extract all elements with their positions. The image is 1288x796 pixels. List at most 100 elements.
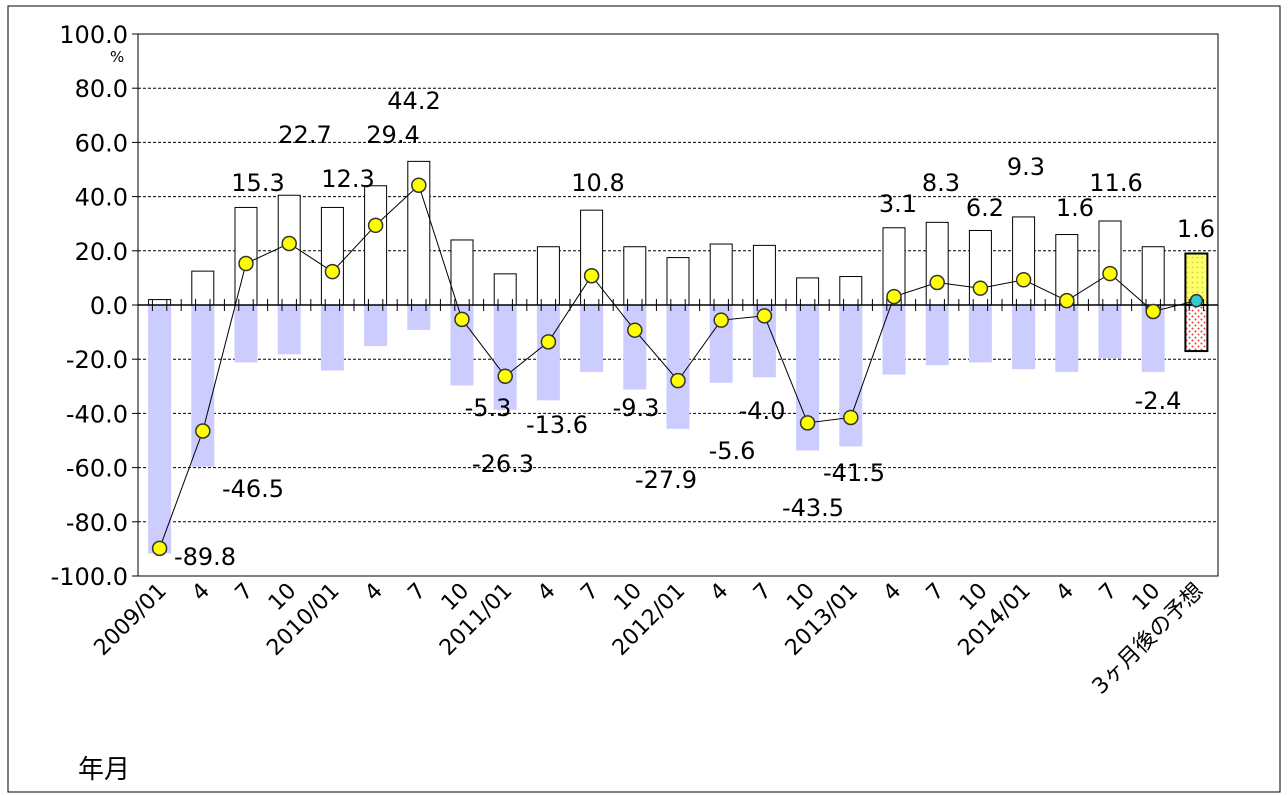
data-label: -26.3 [472,450,534,478]
data-point [843,409,859,426]
negative-bar [364,304,388,347]
data-label: 9.3 [1007,153,1045,181]
y-tick-label: -40.0 [66,400,128,428]
data-label: 11.6 [1089,169,1142,197]
positive-bar [1098,220,1122,306]
data-label: 6.2 [966,194,1004,222]
y-unit-label: % [110,48,124,66]
x-tick-label: 4 [706,579,734,607]
data-label: 8.3 [922,169,960,197]
data-point [324,263,341,280]
positive-bar [666,257,690,306]
y-tick-label: -60.0 [66,455,128,483]
negative-bar [1098,304,1122,359]
y-tick-label: -100.0 [51,563,128,591]
data-point [1015,272,1032,288]
y-tick-label: 60.0 [75,129,128,157]
x-tick-label: 7 [576,579,604,607]
negative-bar [968,304,992,363]
data-point [540,334,557,350]
y-tick-label: 100.0 [59,21,128,49]
x-tick-label: 4 [533,579,561,607]
data-label: -89.8 [174,543,236,571]
negative-bar [234,304,258,363]
data-label: 12.3 [321,165,374,193]
forecast-point [1189,293,1204,308]
positive-bar [320,206,344,306]
negative-bar [320,304,344,371]
data-label: 3.1 [879,190,917,218]
data-point [454,311,470,328]
positive-bar [1141,246,1165,306]
data-point [367,217,384,234]
x-tick-label: 7 [231,579,259,607]
data-label: -2.4 [1135,387,1182,415]
data-label: -27.9 [635,466,697,494]
data-labels: -89.8 -46.5 15.3 22.7 12.3 29.4 44.2 -5.3 -26.3 -… [174,87,1215,571]
data-label: -9.3 [613,394,660,422]
data-label: 22.7 [278,121,331,149]
data-point [238,255,254,272]
data-point [627,322,643,338]
negative-bar [1055,304,1079,372]
data-label: 1.6 [1177,215,1215,243]
data-point [497,368,513,385]
data-point [1059,292,1075,309]
y-tick-label: 40.0 [75,184,128,212]
data-point [1145,303,1161,320]
x-tick-label: 4 [360,579,388,607]
data-label: 1.6 [1056,194,1094,222]
x-tick-label: 7 [922,579,950,607]
data-point [411,177,427,193]
x-tick-label: 7 [1095,579,1123,607]
data-point [1102,265,1118,282]
positive-bar [536,246,560,306]
data-label: -5.6 [709,437,756,465]
x-tick-label: 4 [879,579,907,607]
data-point [972,280,989,296]
x-tick-label: 4 [1051,579,1079,607]
negative-bar [580,304,604,372]
data-point [929,274,945,291]
positive-bar [580,209,604,306]
negative-bar [277,304,301,355]
negative-bar [925,304,949,366]
data-point [195,423,211,439]
data-label: 44.2 [387,87,440,115]
y-tick-label: 0.0 [90,292,128,320]
data-point [713,312,729,328]
data-label: 29.4 [366,121,419,149]
data-label: 10.8 [571,169,624,197]
data-label: 15.3 [231,169,284,197]
data-point [886,288,902,305]
data-label: -5.3 [465,394,512,422]
data-label: -43.5 [782,494,844,522]
positive-bar [623,246,647,306]
y-tick-label: 20.0 [75,238,128,266]
positive-bar [1012,216,1036,306]
data-point [281,235,297,252]
data-point [756,308,773,324]
outer-frame [7,5,1281,793]
data-point [583,267,600,284]
x-axis-title: 年月 [78,755,130,785]
negative-bar [148,304,172,554]
data-label: -46.5 [222,475,284,503]
negative-bar [1012,304,1036,370]
x-tick-label: 7 [749,579,777,607]
negative-bar [191,304,215,467]
negative-bar [623,304,647,390]
data-label: -4.0 [739,397,786,425]
data-label: -41.5 [823,459,885,487]
x-tick-label: 4 [187,579,215,607]
x-tick-label: 7 [403,579,431,607]
y-tick-label: 80.0 [75,75,128,103]
negative-bar [882,304,906,375]
y-tick-label: -20.0 [66,346,128,374]
data-point [670,372,686,389]
forecast-negative-bar [1184,304,1209,353]
positive-bar [364,185,388,306]
positive-bar [925,221,949,306]
series-line [151,177,1204,557]
